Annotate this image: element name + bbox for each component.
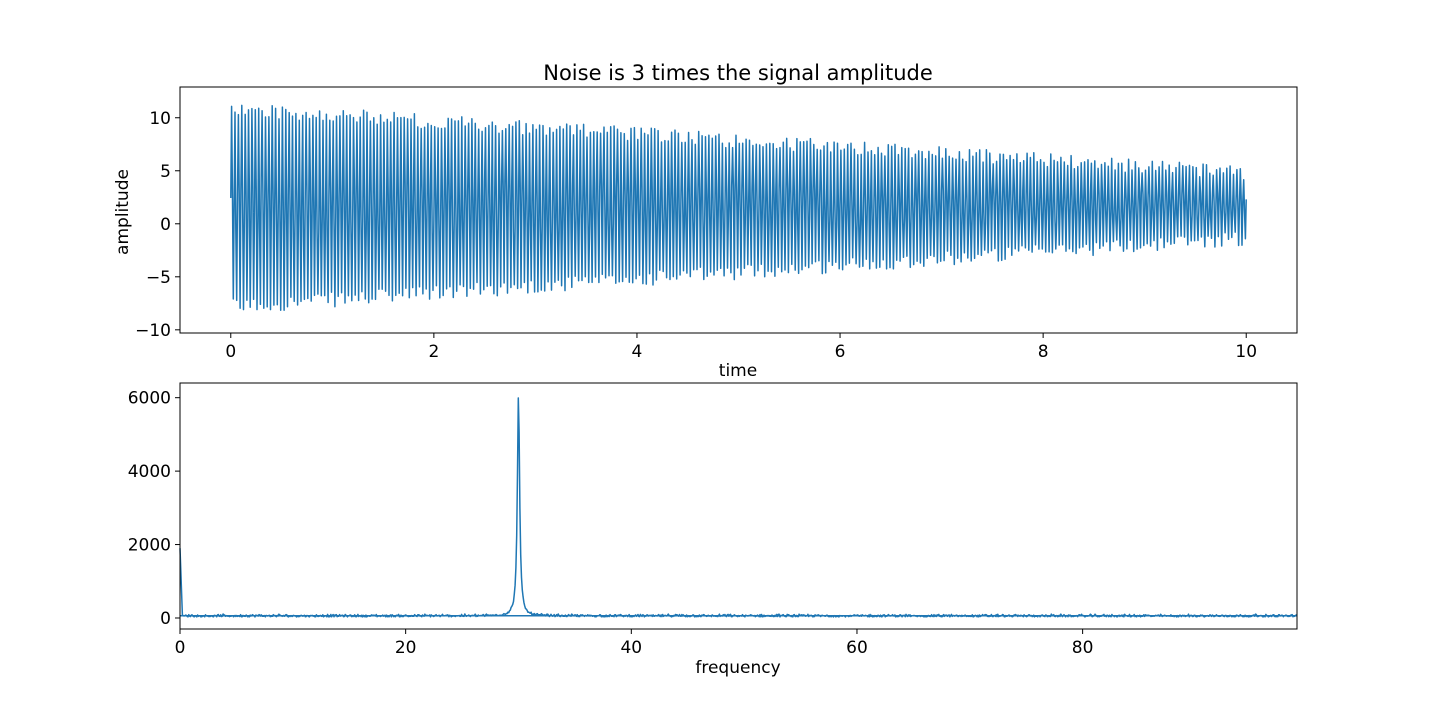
time-x-tick-label: 8 xyxy=(1038,342,1049,362)
time-y-tick-label: 0 xyxy=(160,215,171,235)
time-y-axis-label: amplitude xyxy=(113,169,133,255)
spectrum-line xyxy=(179,397,1298,618)
frequency-x-tick-label: 0 xyxy=(175,638,186,658)
time-x-ticks: 0 2 4 6 8 10 xyxy=(225,333,1257,362)
frequency-x-ticks: 0 20 40 60 80 xyxy=(175,629,1094,658)
time-x-tick-label: 4 xyxy=(632,342,643,362)
frequency-x-tick-label: 60 xyxy=(846,638,868,658)
chart-title: Noise is 3 times the signal amplitude xyxy=(543,61,933,85)
time-axes-frame xyxy=(179,86,1298,334)
frequency-y-tick-label: 2000 xyxy=(128,536,171,556)
time-x-tick-label: 2 xyxy=(428,342,439,362)
frequency-x-axis-label: frequency xyxy=(695,658,780,678)
time-signal-line xyxy=(230,104,1247,311)
frequency-x-tick-label: 40 xyxy=(620,638,642,658)
time-x-tick-label: 6 xyxy=(835,342,846,362)
frequency-y-tick-label: 4000 xyxy=(128,462,171,482)
time-x-tick-label: 10 xyxy=(1235,342,1257,362)
frequency-axes-frame xyxy=(179,382,1298,630)
time-y-tick-label: −10 xyxy=(135,321,171,341)
time-x-axis-label: time xyxy=(719,361,757,381)
time-domain-panel: 0 2 4 6 8 10 −10 −5 0 5 10 time amplitude xyxy=(113,86,1298,381)
time-x-tick-label: 0 xyxy=(225,342,236,362)
frequency-y-tick-label: 6000 xyxy=(128,389,171,409)
frequency-x-tick-label: 20 xyxy=(395,638,417,658)
frequency-y-ticks: 0 2000 4000 6000 xyxy=(128,389,180,629)
time-y-tick-label: 5 xyxy=(160,162,171,182)
frequency-y-tick-label: 0 xyxy=(160,609,171,629)
frequency-domain-panel: 0 20 40 60 80 0 2000 4000 6000 frequency xyxy=(128,382,1298,678)
time-y-tick-label: 10 xyxy=(149,109,171,129)
frequency-x-tick-label: 80 xyxy=(1072,638,1094,658)
time-y-ticks: −10 −5 0 5 10 xyxy=(135,109,180,341)
time-y-tick-label: −5 xyxy=(146,268,171,288)
